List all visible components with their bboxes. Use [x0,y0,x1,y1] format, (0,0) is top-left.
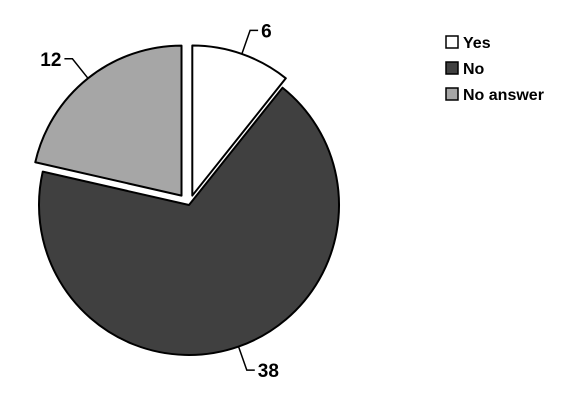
legend-swatch-no-answer [445,87,459,101]
legend-label-no-answer: No answer [463,87,544,104]
slices-layer [34,44,340,356]
legend-item-no-answer: No answer [445,87,544,104]
data-label-no: 38 [258,361,279,382]
legend-swatch-yes [445,35,459,49]
data-labels-layer: 6 38 12 [40,21,279,382]
data-label-no-answer: 12 [40,50,61,71]
legend-item-no: No [445,61,485,78]
pie-slice-yes [191,44,287,197]
pie-slice-no [38,86,340,356]
legend-label-no: No [463,61,485,78]
legend: Yes No No answer [445,35,544,104]
legend-item-yes: Yes [445,35,491,52]
leader-line-no-answer [64,58,89,79]
leader-line-yes [241,29,259,55]
legend-swatch-no [445,61,459,75]
leader-line-no [237,346,255,371]
legend-label-yes: Yes [463,35,491,52]
data-label-yes: 6 [261,21,272,42]
